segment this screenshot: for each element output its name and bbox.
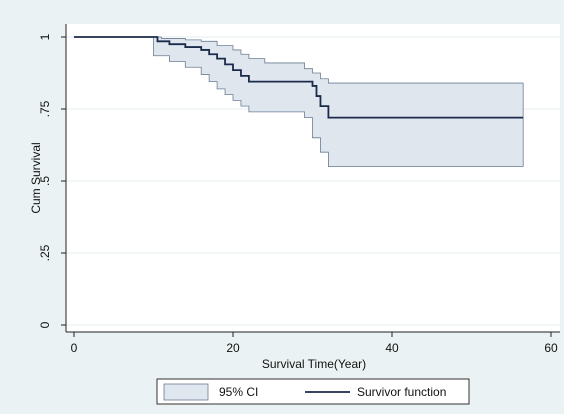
ci-band-group	[74, 36, 524, 167]
survivor-function-line	[74, 36, 524, 119]
y-axis-title: Cum Survival	[29, 142, 43, 213]
y-tick-label: .5	[38, 176, 52, 186]
y-tick-label: .75	[38, 100, 52, 117]
x-tick-label: 60	[544, 341, 558, 355]
y-tick-label: 0	[38, 321, 52, 328]
survivor-line-group	[74, 36, 524, 119]
y-tick-label: 1	[38, 33, 52, 40]
y-tick-label: .25	[38, 244, 52, 261]
x-tick-label: 20	[226, 341, 240, 355]
x-tick-label: 0	[71, 341, 78, 355]
ci-upper-edge	[74, 36, 524, 84]
x-axis-title: Survival Time(Year)	[262, 357, 366, 371]
plot-background	[66, 24, 560, 332]
legend-ci-label: 95% CI	[219, 385, 258, 399]
x-tick-label: 40	[385, 341, 399, 355]
ci-lower-edge	[74, 36, 524, 167]
axes: 0 .25 .5 .75 1 0 20 40 60	[38, 24, 560, 355]
legend: 95% CI Survivor function	[156, 378, 470, 405]
ci-band	[74, 37, 524, 167]
legend-ci-swatch	[163, 383, 209, 401]
legend-survivor-label: Survivor function	[357, 385, 446, 399]
